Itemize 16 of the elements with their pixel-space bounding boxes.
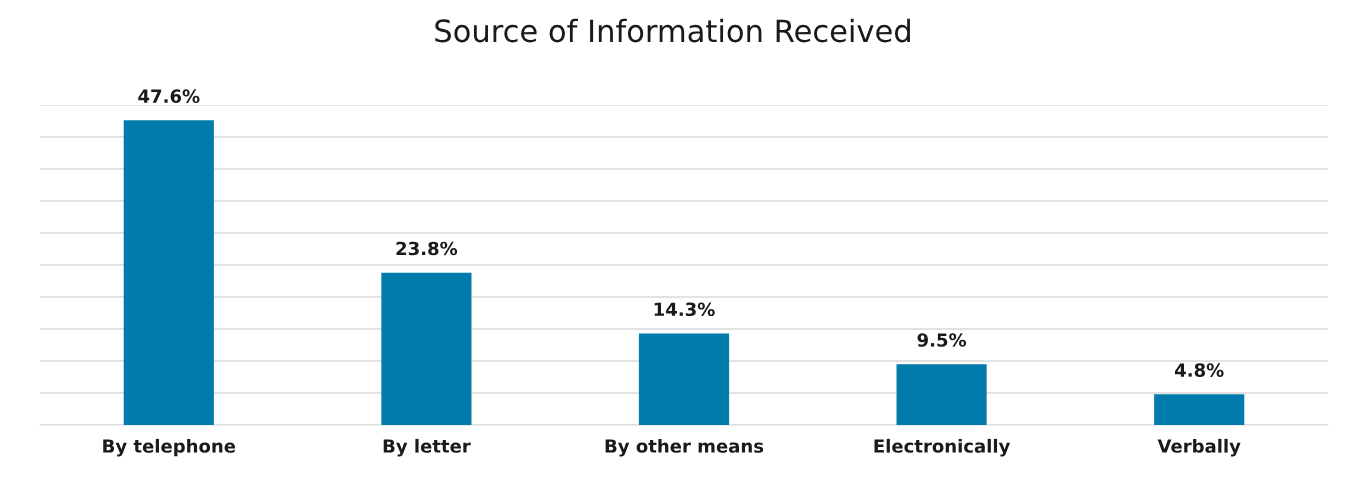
x-tick-label: By letter — [383, 438, 471, 457]
data-label: 4.8% — [1174, 363, 1224, 377]
data-label: 14.3% — [654, 302, 715, 317]
x-tick-label: Verbally — [1157, 438, 1241, 457]
bar — [1154, 394, 1245, 425]
data-label: 47.6% — [138, 89, 200, 103]
bar — [123, 120, 214, 425]
chart-title: Source of Information Received — [435, 18, 910, 43]
bar — [381, 272, 472, 425]
data-label: 9.5% — [917, 333, 967, 347]
data-label: 23.8% — [396, 241, 458, 256]
x-tick-label: By other means — [605, 438, 764, 457]
bar — [896, 364, 987, 425]
x-tick-label: Electronically — [874, 438, 1011, 457]
bar — [638, 333, 730, 425]
x-tick-label: By telephone — [103, 438, 236, 457]
